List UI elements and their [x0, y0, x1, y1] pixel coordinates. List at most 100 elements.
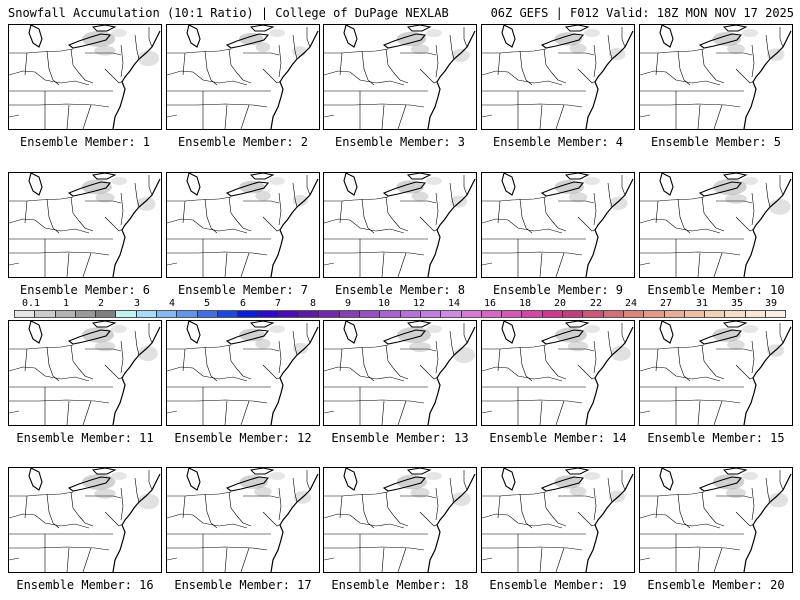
map-boundary [182, 495, 186, 519]
map-boundary [564, 468, 590, 475]
colorbar-tick-label: 31 [695, 298, 709, 309]
map-boundary [9, 103, 110, 108]
member-map-panel [639, 24, 793, 130]
map-boundary [28, 25, 43, 48]
map-boundary [67, 476, 112, 492]
colorbar-tick-label: 24 [624, 298, 638, 309]
map-boundary [262, 68, 272, 78]
map-boundary [743, 178, 792, 277]
member-map-panel [323, 320, 477, 426]
snowfall-shading [137, 346, 158, 362]
member-map [9, 173, 161, 277]
map-boundary [9, 546, 110, 551]
map-boundary [104, 364, 114, 374]
map-boundary [167, 410, 178, 414]
map-boundary [381, 400, 385, 425]
colorbar-swatch [542, 311, 564, 317]
member-label: Ensemble Member: 3 [334, 135, 466, 149]
map-boundary [167, 114, 178, 118]
map-boundary [82, 104, 92, 129]
map-boundary [497, 52, 501, 76]
map-boundary [9, 513, 90, 529]
map-boundary [640, 491, 705, 497]
map-boundary [743, 372, 755, 380]
map-boundary [70, 196, 94, 232]
map-boundary [46, 346, 60, 382]
snowfall-shading [239, 328, 265, 342]
map-boundary [406, 25, 432, 32]
map-boundary [167, 262, 178, 266]
snowfall-shading [254, 486, 272, 497]
map-boundary [224, 400, 228, 425]
map-boundary [400, 52, 437, 56]
snowfall-shading [712, 328, 741, 342]
colorbar-swatch [278, 311, 300, 317]
map-boundary [343, 173, 358, 196]
map-boundary [361, 50, 375, 86]
map-boundary [435, 487, 439, 521]
map-boundary [167, 48, 232, 54]
snowfall-shading [742, 325, 758, 333]
colorbar-swatch [765, 311, 786, 317]
map-boundary [765, 34, 771, 60]
colorbar-swatch [238, 311, 259, 317]
member-map [640, 468, 792, 572]
map-boundary [607, 34, 613, 60]
map-boundary [339, 348, 343, 372]
map-boundary [167, 70, 248, 86]
map-boundary [339, 495, 343, 519]
map-boundary [585, 224, 597, 232]
colorbar-tick-label: 4 [168, 298, 176, 309]
map-boundary [655, 52, 659, 76]
snowfall-shading [269, 29, 285, 37]
snowfall-shading [727, 43, 745, 54]
map-boundary [621, 175, 626, 196]
map-boundary [324, 48, 389, 54]
map-boundary [9, 399, 110, 404]
map-boundary [539, 104, 543, 129]
map-boundary [339, 52, 343, 76]
map-boundary [382, 33, 427, 49]
map-boundary [697, 104, 701, 129]
map-boundary [640, 513, 721, 529]
member-label: Ensemble Member: 7 [177, 283, 309, 297]
member-label: Ensemble Member: 11 [16, 431, 154, 445]
snowfall-shading [712, 32, 741, 46]
map-boundary [224, 547, 228, 572]
member-map-panel [8, 320, 162, 426]
map-boundary [463, 323, 468, 344]
map-boundary [640, 70, 721, 86]
map-boundary [292, 182, 298, 208]
map-boundary [112, 519, 124, 527]
colorbar-tick-label: 8 [309, 298, 317, 309]
map-boundary [91, 321, 117, 328]
map-boundary [735, 216, 745, 226]
map-boundary [558, 52, 595, 56]
map-boundary [167, 366, 248, 382]
colorbar-swatch [217, 311, 239, 317]
map-boundary [66, 252, 70, 277]
member-label: Ensemble Member: 12 [174, 431, 312, 445]
snowfall-shading [292, 342, 309, 354]
map-boundary [343, 321, 358, 344]
snowfall-shading [137, 493, 160, 510]
map-boundary [9, 251, 110, 256]
member-map-panel [639, 467, 793, 573]
member-label: Ensemble Member: 17 [174, 578, 312, 592]
member-map [482, 321, 634, 425]
colorbar-swatch [684, 311, 706, 317]
map-boundary [482, 546, 583, 551]
colorbar-swatch [522, 311, 543, 317]
member-map-panel [639, 320, 793, 426]
map-boundary [501, 25, 516, 48]
snowfall-shading [81, 327, 115, 343]
colorbar-swatch [96, 311, 117, 317]
colorbar-tick-label: 16 [483, 298, 497, 309]
map-boundary [104, 68, 114, 78]
map-boundary [167, 251, 268, 256]
map-boundary [640, 546, 741, 551]
map-boundary [306, 175, 311, 196]
map-boundary [167, 513, 248, 529]
map-boundary [779, 27, 784, 48]
map-boundary [306, 323, 311, 344]
